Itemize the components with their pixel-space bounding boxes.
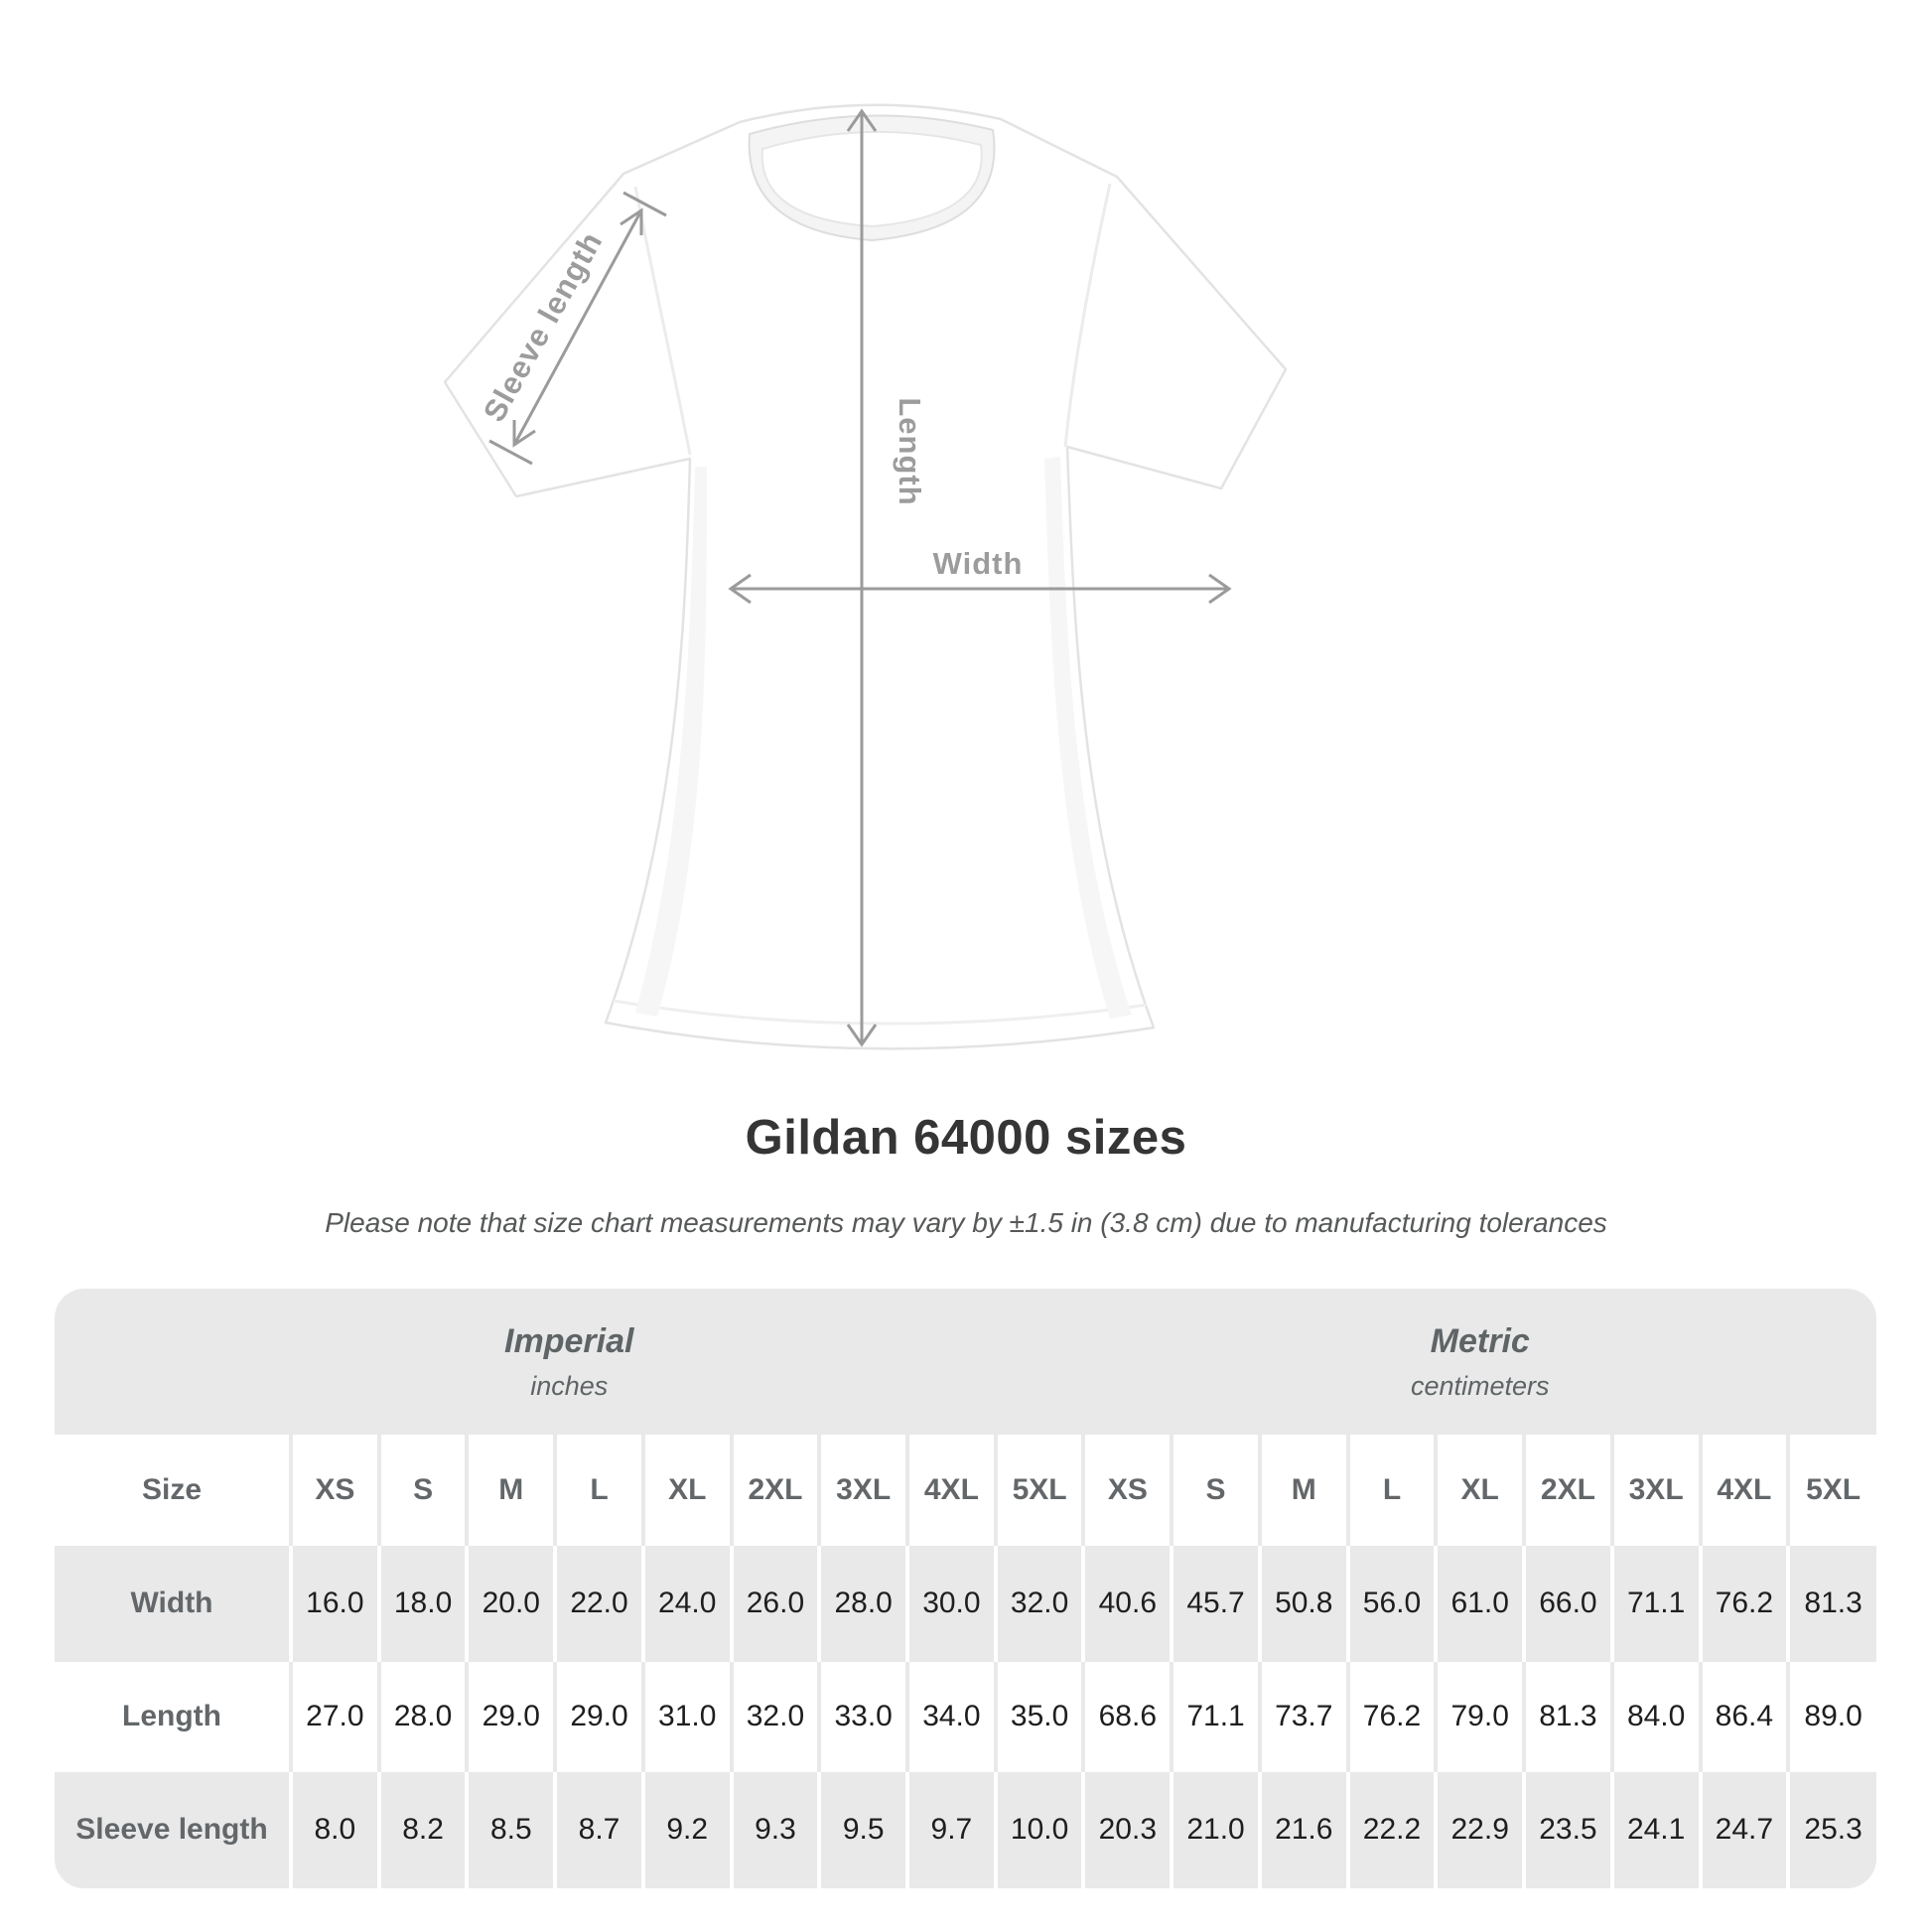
value-metric-3xl: 84.0 bbox=[1609, 1661, 1701, 1772]
value-imperial-4xl: 34.0 bbox=[905, 1661, 996, 1772]
value-imperial-xs: 16.0 bbox=[289, 1545, 379, 1662]
size-header-metric-5xl: 5XL bbox=[1786, 1435, 1876, 1546]
size-header-metric-xs: XS bbox=[1081, 1435, 1173, 1546]
value-imperial-xl: 24.0 bbox=[640, 1545, 732, 1662]
value-metric-4xl: 76.2 bbox=[1698, 1545, 1789, 1662]
value-metric-3xl: 71.1 bbox=[1609, 1545, 1701, 1662]
value-imperial-xs: 27.0 bbox=[289, 1661, 379, 1772]
size-header-metric-s: S bbox=[1170, 1435, 1260, 1546]
value-imperial-s: 18.0 bbox=[376, 1545, 468, 1662]
measurement-row-sleeve-length: Sleeve length 8.0 8.2 8.5 8.7 9.2 9.3 9.5 9.7 10.… bbox=[55, 1771, 1876, 1888]
length-arrow bbox=[846, 108, 878, 1047]
value-metric-m: 50.8 bbox=[1257, 1545, 1348, 1662]
tolerance-note: Please note that size chart measurements… bbox=[325, 1207, 1607, 1238]
value-imperial-l: 22.0 bbox=[553, 1545, 643, 1662]
value-metric-2xl: 23.5 bbox=[1522, 1771, 1612, 1888]
imperial-group-header: Imperial inches bbox=[55, 1289, 1083, 1435]
value-metric-m: 73.7 bbox=[1257, 1661, 1348, 1772]
imperial-group-unit: inches bbox=[530, 1370, 609, 1401]
size-header-metric-xl: XL bbox=[1434, 1435, 1525, 1546]
size-header-imperial-5xl: 5XL bbox=[993, 1435, 1084, 1546]
metric-group-unit: centimeters bbox=[1410, 1370, 1550, 1401]
value-imperial-l: 8.7 bbox=[553, 1771, 643, 1888]
value-metric-xl: 61.0 bbox=[1434, 1545, 1525, 1662]
unit-group-row: Imperial inches Metric centimeters bbox=[55, 1289, 1876, 1435]
value-imperial-2xl: 26.0 bbox=[729, 1545, 820, 1662]
size-header-imperial-xs: XS bbox=[289, 1435, 379, 1546]
value-metric-s: 71.1 bbox=[1170, 1661, 1260, 1772]
width-arrow bbox=[728, 573, 1232, 605]
value-imperial-s: 8.2 bbox=[376, 1771, 468, 1888]
value-metric-xs: 68.6 bbox=[1081, 1661, 1173, 1772]
value-metric-2xl: 66.0 bbox=[1522, 1545, 1612, 1662]
size-header-imperial-4xl: 4XL bbox=[905, 1435, 996, 1546]
value-imperial-4xl: 30.0 bbox=[905, 1545, 996, 1662]
value-imperial-xl: 31.0 bbox=[640, 1661, 732, 1772]
metric-group-header: Metric centimeters bbox=[1083, 1289, 1876, 1435]
size-header-imperial-m: M bbox=[465, 1435, 556, 1546]
value-metric-l: 56.0 bbox=[1345, 1545, 1437, 1662]
value-imperial-5xl: 35.0 bbox=[993, 1661, 1084, 1772]
size-header-metric-2xl: 2XL bbox=[1522, 1435, 1612, 1546]
value-imperial-4xl: 9.7 bbox=[905, 1771, 996, 1888]
tshirt-measurement-diagram: Sleeve length Length Width bbox=[443, 103, 1288, 1050]
value-imperial-l: 29.0 bbox=[553, 1661, 643, 1772]
row-label: Width bbox=[55, 1545, 291, 1662]
sleeve-length-arrow bbox=[488, 191, 667, 466]
size-header-imperial-l: L bbox=[553, 1435, 643, 1546]
value-metric-xs: 20.3 bbox=[1081, 1771, 1173, 1888]
value-imperial-s: 28.0 bbox=[376, 1661, 468, 1772]
size-header-metric-l: L bbox=[1345, 1435, 1437, 1546]
value-imperial-m: 20.0 bbox=[465, 1545, 556, 1662]
value-metric-4xl: 86.4 bbox=[1698, 1661, 1789, 1772]
value-imperial-xs: 8.0 bbox=[289, 1771, 379, 1888]
value-metric-l: 76.2 bbox=[1345, 1661, 1437, 1772]
value-metric-s: 21.0 bbox=[1170, 1771, 1260, 1888]
size-header-imperial-xl: XL bbox=[640, 1435, 732, 1546]
size-column-label: Size bbox=[55, 1435, 291, 1546]
value-imperial-2xl: 32.0 bbox=[729, 1661, 820, 1772]
imperial-group-name: Imperial bbox=[504, 1321, 634, 1360]
value-imperial-5xl: 32.0 bbox=[993, 1545, 1084, 1662]
size-header-metric-3xl: 3XL bbox=[1609, 1435, 1701, 1546]
value-metric-5xl: 89.0 bbox=[1786, 1661, 1876, 1772]
value-metric-xl: 79.0 bbox=[1434, 1661, 1525, 1772]
value-imperial-m: 8.5 bbox=[465, 1771, 556, 1888]
length-label: Length bbox=[893, 397, 927, 505]
size-header-imperial-2xl: 2XL bbox=[729, 1435, 820, 1546]
size-header-row: Size XS S M L XL 2XL 3XL 4XL 5XL XS S M L XL 2XL 3XL 4XL… bbox=[55, 1435, 1876, 1546]
metric-group-name: Metric bbox=[1430, 1321, 1530, 1360]
size-header-imperial-s: S bbox=[376, 1435, 468, 1546]
measurement-row-length: Length 27.0 28.0 29.0 29.0 31.0 32.0 33.0 34.0 35… bbox=[55, 1661, 1876, 1772]
page-title: Gildan 64000 sizes bbox=[745, 1111, 1187, 1165]
value-metric-l: 22.2 bbox=[1345, 1771, 1437, 1888]
size-chart-table: Imperial inches Metric centimeters Size … bbox=[55, 1289, 1876, 1888]
value-imperial-3xl: 33.0 bbox=[817, 1661, 908, 1772]
value-metric-s: 45.7 bbox=[1170, 1545, 1260, 1662]
value-imperial-3xl: 28.0 bbox=[817, 1545, 908, 1662]
size-header-imperial-3xl: 3XL bbox=[817, 1435, 908, 1546]
measurement-row-width: Width 16.0 18.0 20.0 22.0 24.0 26.0 28.0 30.0 32.… bbox=[55, 1545, 1876, 1662]
row-label: Length bbox=[55, 1661, 291, 1772]
value-metric-3xl: 24.1 bbox=[1609, 1771, 1701, 1888]
size-header-metric-m: M bbox=[1257, 1435, 1348, 1546]
value-metric-5xl: 81.3 bbox=[1786, 1545, 1876, 1662]
size-header-metric-4xl: 4XL bbox=[1698, 1435, 1789, 1546]
value-imperial-2xl: 9.3 bbox=[729, 1771, 820, 1888]
tshirt-graphic bbox=[443, 103, 1288, 1050]
value-metric-5xl: 25.3 bbox=[1786, 1771, 1876, 1888]
value-imperial-3xl: 9.5 bbox=[817, 1771, 908, 1888]
value-metric-4xl: 24.7 bbox=[1698, 1771, 1789, 1888]
value-metric-m: 21.6 bbox=[1257, 1771, 1348, 1888]
value-metric-2xl: 81.3 bbox=[1522, 1661, 1612, 1772]
value-metric-xs: 40.6 bbox=[1081, 1545, 1173, 1662]
value-imperial-xl: 9.2 bbox=[640, 1771, 732, 1888]
value-imperial-m: 29.0 bbox=[465, 1661, 556, 1772]
value-imperial-5xl: 10.0 bbox=[993, 1771, 1084, 1888]
row-label: Sleeve length bbox=[55, 1771, 291, 1888]
value-metric-xl: 22.9 bbox=[1434, 1771, 1525, 1888]
width-label: Width bbox=[933, 546, 1024, 581]
